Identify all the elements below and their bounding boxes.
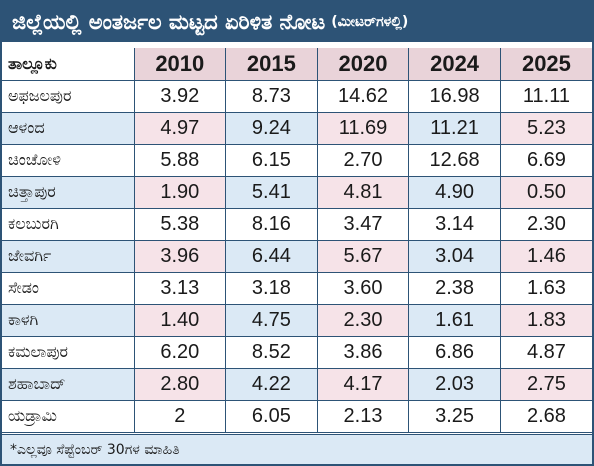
taluk-name: ಜೇವರ್ಗಿ	[2, 240, 135, 273]
table-cell: 6.69	[500, 144, 592, 177]
taluk-name: ಕಮಲಾಪುರ	[2, 336, 135, 369]
table-row: ಸೇಡಂ 3.13 3.18 3.60 2.38 1.63	[2, 272, 592, 305]
table-row: ಆಳಂದ 4.97 9.24 11.69 11.21 5.23	[2, 112, 592, 145]
header-taluk: ತಾಲ್ಲೂಕು	[2, 48, 135, 81]
taluk-name: ಸೇಡಂ	[2, 272, 135, 305]
table-cell: 2.30	[500, 208, 592, 241]
table-cell: 4.97	[134, 112, 227, 145]
table-row: ಚಿತ್ತಾಪುರ 1.90 5.41 4.81 4.90 0.50	[2, 176, 592, 209]
table-cell: 11.21	[408, 112, 501, 145]
table-cell: 3.92	[134, 80, 227, 113]
table-cell: 3.47	[317, 208, 410, 241]
table-row: ಕಮಲಾಪುರ 6.20 8.52 3.86 6.86 4.87	[2, 336, 592, 369]
table-cell: 4.81	[317, 176, 410, 209]
table-cell: 2.68	[500, 400, 592, 433]
table-cell: 14.62	[317, 80, 410, 113]
table-cell: 4.87	[500, 336, 592, 369]
table-cell: 2.38	[408, 272, 501, 305]
table-cell: 3.25	[408, 400, 501, 433]
table-cell: 3.96	[134, 240, 227, 273]
footnote: *ಎಲ್ಲವೂ ಸೆಪ್ಟೆಂಬರ್ 30ಗಳ ಮಾಹಿತಿ	[2, 434, 592, 464]
table-row: ಶಹಾಬಾದ್ 2.80 4.22 4.17 2.03 2.75	[2, 368, 592, 401]
table-cell: 5.38	[134, 208, 227, 241]
table-cell: 1.61	[408, 304, 501, 337]
table-cell: 6.20	[134, 336, 227, 369]
table-row: ಅಫಜಲಪುರ 3.92 8.73 14.62 16.98 11.11	[2, 80, 592, 113]
table-body: ಅಫಜಲಪುರ 3.92 8.73 14.62 16.98 11.11 ಆಳಂದ 4.97 9.…	[2, 80, 592, 433]
table-cell: 4.90	[408, 176, 501, 209]
title-unit: (ಮೀಟರ್‌ಗಳಲ್ಲಿ)	[331, 14, 409, 30]
header-year: 2025	[500, 48, 592, 81]
table-cell: 4.17	[317, 368, 410, 401]
table-cell: 8.73	[225, 80, 318, 113]
table-cell: 11.69	[317, 112, 410, 145]
table-row: ಯಡ್ರಾಮಿ 2 6.05 2.13 3.25 2.68	[2, 400, 592, 433]
taluk-name: ಯಡ್ರಾಮಿ	[2, 400, 135, 433]
table-cell: 2.70	[317, 144, 410, 177]
table-cell: 5.23	[500, 112, 592, 145]
taluk-name: ಕಲಬುರಗಿ	[2, 208, 135, 241]
taluk-name: ಚಿತ್ತಾಪುರ	[2, 176, 135, 209]
table-cell: 3.86	[317, 336, 410, 369]
table-cell: 1.83	[500, 304, 592, 337]
table-cell: 2.13	[317, 400, 410, 433]
table-title: ಜಿಲ್ಲೆಯಲ್ಲಿ ಅಂತರ್ಜಲ ಮಟ್ಟದ ಏರಿಳಿತ ನೋಟ	[12, 9, 326, 34]
table-cell: 2.03	[408, 368, 501, 401]
table-cell: 0.50	[500, 176, 592, 209]
table-cell: 8.52	[225, 336, 318, 369]
table-cell: 3.18	[225, 272, 318, 305]
table-cell: 5.41	[225, 176, 318, 209]
header-year: 2020	[317, 48, 410, 81]
table-cell: 12.68	[408, 144, 501, 177]
table-cell: 1.90	[134, 176, 227, 209]
table-cell: 11.11	[500, 80, 592, 113]
table-row: ಜೇವರ್ಗಿ 3.96 6.44 5.67 3.04 1.46	[2, 240, 592, 273]
title-bar: ಜಿಲ್ಲೆಯಲ್ಲಿ ಅಂತರ್ಜಲ ಮಟ್ಟದ ಏರಿಳಿತ ನೋಟ (ಮೀ…	[2, 2, 592, 42]
table-cell: 5.88	[134, 144, 227, 177]
table-cell: 5.67	[317, 240, 410, 273]
table-cell: 3.60	[317, 272, 410, 305]
table-cell: 16.98	[408, 80, 501, 113]
table-cell: 3.13	[134, 272, 227, 305]
table-cell: 1.63	[500, 272, 592, 305]
taluk-name: ಚಿಂಚೋಳಿ	[2, 144, 135, 177]
table-cell: 3.04	[408, 240, 501, 273]
taluk-name: ಕಾಳಗಿ	[2, 304, 135, 337]
taluk-name: ಅಫಜಲಪುರ	[2, 80, 135, 113]
table-row: ಕಲಬುರಗಿ 5.38 8.16 3.47 3.14 2.30	[2, 208, 592, 241]
table-row: ಕಾಳಗಿ 1.40 4.75 2.30 1.61 1.83	[2, 304, 592, 337]
table-cell: 6.05	[225, 400, 318, 433]
table-cell: 6.15	[225, 144, 318, 177]
table-cell: 1.46	[500, 240, 592, 273]
table-cell: 8.16	[225, 208, 318, 241]
header-year: 2015	[225, 48, 318, 81]
table-cell: 2	[134, 400, 227, 433]
table-cell: 4.75	[225, 304, 318, 337]
table-cell: 2.75	[500, 368, 592, 401]
table-cell: 3.14	[408, 208, 501, 241]
table-cell: 2.30	[317, 304, 410, 337]
table-cell: 4.22	[225, 368, 318, 401]
table-cell: 6.86	[408, 336, 501, 369]
table-cell: 1.40	[134, 304, 227, 337]
table-cell: 2.80	[134, 368, 227, 401]
table-cell: 6.44	[225, 240, 318, 273]
groundwater-table: ತಾಲ್ಲೂಕು 2010 2015 2020 2024 2025 ಅಫಜಲಪು…	[2, 48, 592, 433]
header-year: 2010	[134, 48, 227, 81]
table-row: ಚಿಂಚೋಳಿ 5.88 6.15 2.70 12.68 6.69	[2, 144, 592, 177]
taluk-name: ಶಹಾಬಾದ್	[2, 368, 135, 401]
taluk-name: ಆಳಂದ	[2, 112, 135, 145]
table-cell: 9.24	[225, 112, 318, 145]
header-year: 2024	[408, 48, 501, 81]
header-row: ತಾಲ್ಲೂಕು 2010 2015 2020 2024 2025	[2, 48, 592, 81]
